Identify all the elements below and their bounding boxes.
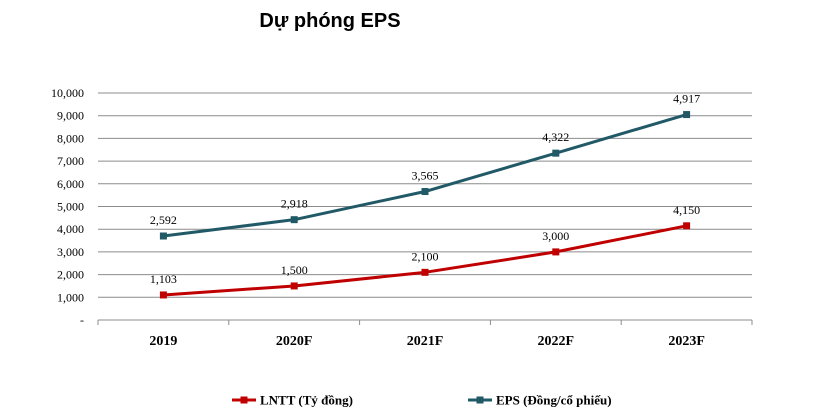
y-axis-ticks: - 1,000 2,000 3,000 4,000 5,000 6,000 7,000 8,00… (51, 86, 84, 327)
data-point (552, 248, 560, 256)
y-tick-label: 1,000 (57, 290, 84, 304)
data-point (290, 282, 298, 290)
x-tick-label: 2019 (149, 334, 177, 349)
legend-swatch-marker (240, 396, 248, 404)
axes (97, 319, 753, 325)
data-point (552, 149, 560, 157)
data-label: 2,918 (281, 197, 308, 211)
series-group: 1,103 1,500 2,100 3,000 4,150 2,592 2,918 3,565… (150, 92, 700, 299)
data-label: 4,917 (673, 92, 700, 106)
legend: LNTT (Tỷ đồng) EPS (Đồng/cổ phiếu) (232, 393, 612, 408)
x-tick-label: 2022F (538, 334, 575, 349)
y-tick-label: 3,000 (57, 245, 84, 259)
series-0: 1,103 1,500 2,100 3,000 4,150 (150, 203, 700, 299)
y-tick-label: 8,000 (57, 131, 84, 145)
y-tick-label: 6,000 (57, 177, 84, 191)
data-point (159, 291, 167, 299)
data-point (290, 216, 298, 224)
y-tick-label: 7,000 (57, 154, 84, 168)
legend-label: EPS (Đồng/cổ phiếu) (496, 393, 612, 408)
x-axis-ticks: 2019 2020F 2021F 2022F 2023F (149, 334, 704, 349)
y-tick-label: 4,000 (57, 222, 84, 236)
data-label: 3,000 (542, 229, 569, 243)
data-label: 3,565 (412, 169, 439, 183)
grid-lines (98, 92, 752, 298)
data-label: 4,150 (673, 203, 700, 217)
data-point (683, 111, 691, 119)
y-tick-label: 5,000 (57, 200, 84, 214)
y-tick-label: 10,000 (51, 86, 84, 100)
y-tick-label: 2,000 (57, 268, 84, 282)
data-label: 1,500 (281, 263, 308, 277)
legend-label: LNTT (Tỷ đồng) (260, 393, 353, 408)
data-label: 2,100 (412, 249, 439, 263)
data-label: 1,103 (150, 272, 177, 286)
chart-title: Dự phóng EPS (259, 10, 401, 32)
series-1: 2,592 2,918 3,565 4,322 4,917 (150, 92, 700, 240)
data-point (421, 268, 429, 276)
legend-swatch-marker (476, 396, 484, 404)
y-tick-label: 9,000 (57, 109, 84, 123)
data-label: 2,592 (150, 213, 177, 227)
data-label: 4,322 (542, 130, 569, 144)
x-tick-label: 2020F (276, 334, 313, 349)
data-point (421, 188, 429, 196)
x-tick-label: 2023F (668, 334, 705, 349)
y-tick-label: - (80, 313, 84, 327)
data-point (159, 232, 167, 240)
data-point (683, 222, 691, 230)
x-tick-label: 2021F (407, 334, 444, 349)
